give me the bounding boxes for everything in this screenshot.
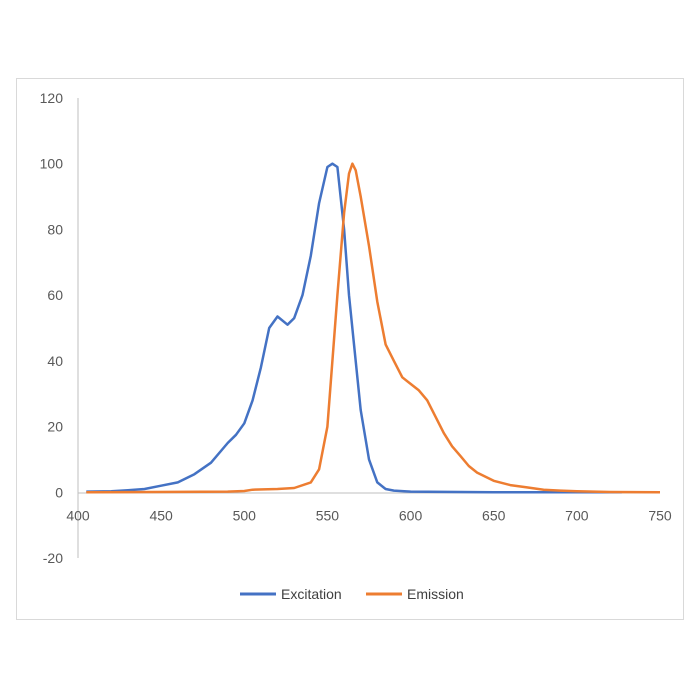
y-tick-label: 20 bbox=[47, 419, 63, 435]
x-tick-label: 700 bbox=[565, 507, 589, 523]
y-tick-label: 60 bbox=[47, 287, 63, 303]
y-tick-labels: -20 0 20 40 60 80 100 120 bbox=[40, 90, 64, 566]
legend-label-emission: Emission bbox=[407, 586, 464, 602]
y-tick-label: 0 bbox=[55, 484, 63, 500]
series-line-excitation bbox=[86, 162, 622, 494]
x-tick-label: 600 bbox=[399, 507, 423, 523]
x-tick-labels: 400 450 500 550 600 650 700 750 bbox=[66, 507, 672, 523]
series-layer bbox=[86, 162, 661, 494]
legend: Excitation Emission bbox=[240, 586, 464, 602]
axes bbox=[77, 98, 660, 558]
x-tick-label: 450 bbox=[149, 507, 173, 523]
series-line-emission bbox=[86, 162, 661, 494]
y-tick-label: 80 bbox=[47, 221, 63, 237]
legend-label-excitation: Excitation bbox=[281, 586, 342, 602]
x-tick-label: 500 bbox=[233, 507, 257, 523]
y-tick-label: -20 bbox=[43, 550, 63, 566]
x-tick-label: 550 bbox=[316, 507, 340, 523]
x-tick-label: 750 bbox=[648, 507, 672, 523]
y-tick-label: 120 bbox=[40, 90, 64, 106]
x-tick-label: 650 bbox=[482, 507, 506, 523]
y-tick-label: 40 bbox=[47, 353, 63, 369]
y-tick-label: 100 bbox=[40, 156, 64, 172]
x-tick-label: 400 bbox=[66, 507, 90, 523]
